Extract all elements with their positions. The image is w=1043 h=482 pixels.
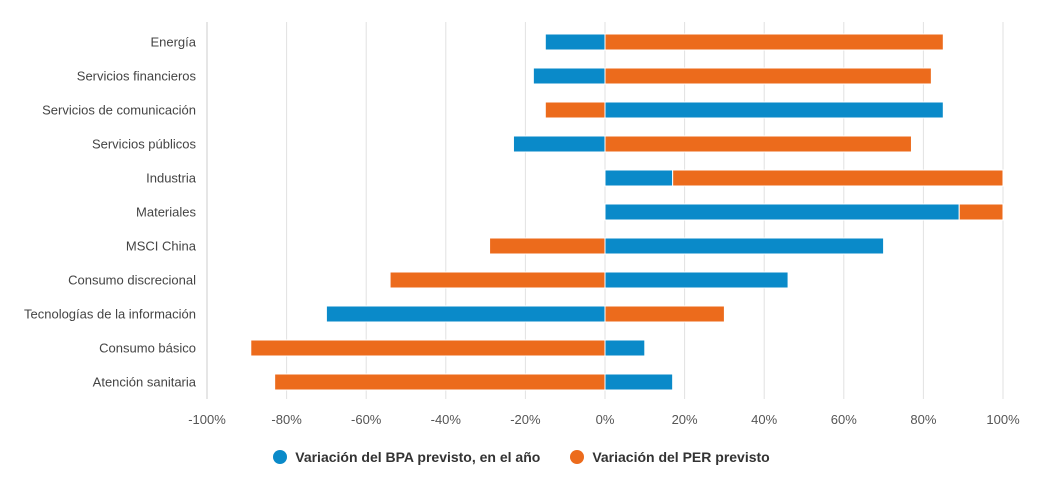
bar-bpa	[604, 237, 885, 255]
x-tick-label: -40%	[431, 412, 462, 427]
category-labels: Energía Servicios financieros Servicios de…	[24, 35, 197, 390]
bar-per	[604, 33, 944, 51]
bar-per	[274, 373, 606, 391]
bar-per	[604, 305, 725, 323]
x-tick-label: 40%	[751, 412, 777, 427]
legend-swatch-bpa-icon	[273, 450, 288, 464]
x-tick-label: -100%	[188, 412, 226, 427]
bar-bpa	[604, 101, 944, 119]
bar-per	[604, 135, 912, 153]
x-tick-label: 100%	[986, 412, 1020, 427]
legend-item-bpa[interactable]: Variación del BPA previsto, en el año	[273, 449, 540, 465]
bar-per	[672, 169, 1004, 187]
legend-label-per: Variación del PER previsto	[592, 449, 770, 465]
legend-swatch-per-icon	[570, 450, 585, 464]
x-tick-label: 20%	[672, 412, 698, 427]
bar-per	[958, 203, 1004, 221]
bars	[250, 33, 1004, 391]
x-tick-label: 80%	[910, 412, 936, 427]
bar-bpa	[604, 203, 960, 221]
category-label: Materiales	[136, 205, 196, 220]
bar-bpa	[325, 305, 606, 323]
bar-bpa	[604, 373, 674, 391]
bar-bpa	[604, 169, 674, 187]
bar-per	[604, 67, 932, 85]
bar-per	[250, 339, 606, 357]
x-axis-ticks: -100% -80% -60% -40% -20% 0% 20% 40% 60% 80% 100%	[188, 412, 1020, 427]
bar-per	[389, 271, 606, 289]
bar-per	[489, 237, 606, 255]
category-label: Industria	[146, 171, 197, 186]
x-tick-label: 0%	[596, 412, 615, 427]
legend: Variación del BPA previsto, en el año Va…	[0, 449, 1043, 465]
bar-chart: Energía Servicios financieros Servicios de…	[24, 22, 1020, 427]
bar-per	[544, 101, 606, 119]
category-label: Atención sanitaria	[93, 375, 197, 390]
category-label: MSCI China	[126, 239, 197, 254]
category-label: Consumo básico	[99, 341, 196, 356]
category-label: Consumo discrecional	[68, 273, 196, 288]
category-label: Servicios de comunicación	[42, 103, 196, 118]
bar-bpa	[532, 67, 606, 85]
category-label: Servicios públicos	[92, 137, 197, 152]
x-tick-label: 60%	[831, 412, 857, 427]
category-label: Tecnologías de la información	[24, 307, 196, 322]
category-label: Servicios financieros	[77, 69, 197, 84]
x-tick-label: -20%	[510, 412, 541, 427]
legend-label-bpa: Variación del BPA previsto, en el año	[295, 449, 541, 465]
x-tick-label: -80%	[271, 412, 302, 427]
bar-bpa	[604, 271, 789, 289]
category-label: Energía	[150, 35, 196, 50]
x-tick-label: -60%	[351, 412, 382, 427]
legend-item-per[interactable]: Variación del PER previsto	[570, 449, 770, 465]
bar-bpa	[544, 33, 606, 51]
bar-bpa	[604, 339, 646, 357]
bar-bpa	[512, 135, 606, 153]
